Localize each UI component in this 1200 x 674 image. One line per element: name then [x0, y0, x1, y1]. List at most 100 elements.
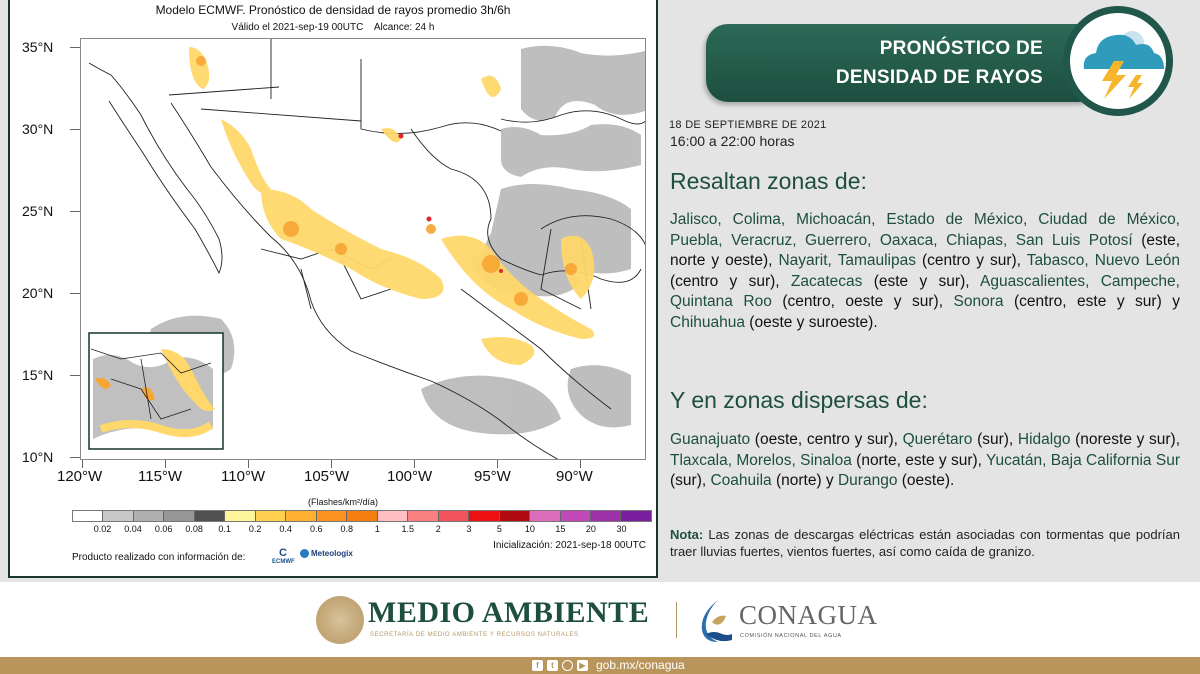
tick: [414, 460, 415, 468]
colorbar-swatch: [408, 511, 439, 521]
detail: (centro y sur),: [915, 252, 1027, 269]
lon-label-120w: 120°W: [57, 468, 103, 485]
facebook-icon[interactable]: f: [532, 659, 543, 671]
state-names: Zacatecas: [790, 272, 863, 290]
lon-label-95w: 95°W: [474, 468, 511, 485]
colorbar-tick-label: 0.04: [124, 524, 142, 534]
colorbar-swatch: [225, 511, 256, 521]
colorbar-swatch: [255, 511, 287, 521]
footer: MEDIO AMBIENTE SECRETARÍA DE MEDIO AMBIE…: [0, 582, 1200, 657]
youtube-icon[interactable]: ▶: [577, 659, 588, 671]
colorbar-tick-label: 0.8: [340, 524, 353, 534]
colorbar-tick-label: 15: [555, 524, 566, 534]
storm-cloud-lightning-icon: [1063, 6, 1173, 116]
meteologix-logo-label: Meteologix: [311, 549, 353, 558]
ecmwf-logo-label: ECMWF: [272, 559, 295, 565]
conagua-logo-icon: [701, 600, 732, 642]
detail: (noreste y sur),: [1070, 431, 1181, 448]
forecast-date: 18 DE SEPTIEMBRE DE 2021: [669, 119, 827, 131]
colorbar-tick-label: 0.06: [154, 524, 173, 534]
colorbar-tick-label: 0.1: [218, 524, 231, 534]
tick: [70, 375, 80, 376]
colorbar-tick-label: 0.08: [185, 524, 203, 534]
lat-label-20n: 20°N: [22, 285, 54, 301]
colorbar-swatch: [530, 511, 561, 521]
detail: (centro y sur),: [670, 272, 791, 290]
colorbar-swatch: [316, 511, 348, 521]
detail: (norte) y: [771, 472, 838, 489]
lat-label-30n: 30°N: [22, 121, 54, 137]
lon-label-90w: 90°W: [556, 468, 593, 485]
note-body: Las zonas de descargas eléctricas están …: [670, 527, 1180, 559]
lon-label-115w: 115°W: [138, 468, 183, 485]
colorbar-swatch: [194, 511, 226, 521]
state-names: Aguascalientes, Campeche, Quintana Roo: [670, 272, 1180, 311]
detail: (sur),: [972, 431, 1018, 448]
state-names: Guanajuato: [670, 431, 751, 448]
state-names: Coahuila: [710, 472, 772, 489]
colorbar-swatch: [438, 511, 470, 521]
meteologix-logo: Meteologix: [300, 549, 353, 558]
tick: [331, 460, 332, 468]
colorbar-legend: [72, 510, 652, 522]
colorbar-tick-label: 2: [435, 524, 441, 534]
colorbar-tick-label: 1: [374, 524, 380, 534]
state-names: Yucatán, Baja California Sur: [986, 451, 1180, 469]
scattered-zones-text: Guanajuato (oeste, centro y sur), Querét…: [670, 430, 1180, 492]
lightning-density-map: [80, 38, 646, 460]
social-bar: f t ▶ gob.mx/conagua: [0, 657, 1200, 674]
ecmwf-logo: C ECMWF: [272, 547, 295, 566]
colorbar-swatch: [347, 511, 378, 521]
detail: (sur),: [670, 472, 711, 489]
colorbar-swatch: [377, 511, 409, 521]
tick: [165, 460, 166, 468]
detail: (oeste, centro y sur),: [750, 431, 903, 448]
lon-label-100w: 100°W: [387, 468, 433, 485]
national-seal-icon: [316, 596, 364, 644]
colorbar-tick-label: 0.4: [279, 524, 292, 534]
tick: [497, 460, 498, 468]
conagua-subtitle: COMISIÓN NACIONAL DEL AGUA: [740, 633, 842, 639]
lat-label-10n: 10°N: [22, 449, 54, 465]
colorbar-tick-label: 10: [524, 524, 535, 534]
website-link[interactable]: gob.mx/conagua: [596, 658, 685, 672]
twitter-icon[interactable]: t: [547, 659, 558, 671]
colorbar-tick-label: 0.02: [93, 524, 112, 534]
colorbar-swatch: [469, 511, 500, 521]
colorbar-swatch: [590, 511, 622, 521]
instagram-icon[interactable]: [562, 659, 573, 671]
detail: (norte, este y sur),: [851, 451, 987, 469]
colorbar-tick-label: 0.6: [309, 524, 323, 534]
note-text: Nota: Las zonas de descargas eléctricas …: [670, 527, 1180, 560]
state-names: Chihuahua: [670, 313, 745, 331]
colorbar-swatch: [103, 511, 134, 521]
detail: (centro, oeste y sur),: [771, 293, 954, 310]
credit-text: Producto realizado con información de:: [72, 552, 246, 563]
colorbar-ticks: 0.02 0.04 0.06 0.08 0.1 0.2 0.4 0.6 0.8 1 1.5 2 3 5 10…: [72, 524, 652, 536]
colorbar-tick-label: 20: [585, 524, 596, 534]
lon-label-105w: 105°W: [304, 468, 350, 485]
semarnat-logo-text: MEDIO AMBIENTE: [368, 596, 650, 629]
tick: [82, 460, 83, 468]
tick: [580, 460, 581, 468]
colorbar-swatch: [560, 511, 591, 521]
lat-label-15n: 15°N: [22, 367, 54, 383]
state-names: Jalisco, Colima, Michoacán, Estado de Mé…: [670, 211, 1180, 249]
title-banner: PRONÓSTICO DE DENSIDAD DE RAYOS: [706, 24, 1101, 102]
tick: [70, 129, 80, 130]
state-names: Nayarit, Tamaulipas: [778, 252, 916, 269]
state-names: Hidalgo: [1017, 431, 1071, 448]
lon-label-110w: 110°W: [221, 468, 266, 485]
colorbar-tick-label: 3: [466, 524, 472, 534]
tick: [70, 47, 80, 48]
scattered-heading: Y en zonas dispersas de:: [670, 387, 928, 413]
state-names: Tabasco, Nuevo León: [1026, 252, 1181, 269]
colorbar-tick-label: 1.5: [401, 524, 415, 534]
lat-label-25n: 25°N: [22, 203, 54, 219]
note-label: Nota:: [670, 527, 704, 542]
detail: (oeste).: [897, 472, 955, 489]
banner-title-line2: DENSIDAD DE RAYOS: [835, 67, 1043, 88]
initialization-label: Inicialización: 2021-sep-18 00UTC: [493, 540, 646, 551]
map-title: Modelo ECMWF. Pronóstico de densidad de …: [155, 3, 511, 17]
tick: [70, 211, 80, 212]
